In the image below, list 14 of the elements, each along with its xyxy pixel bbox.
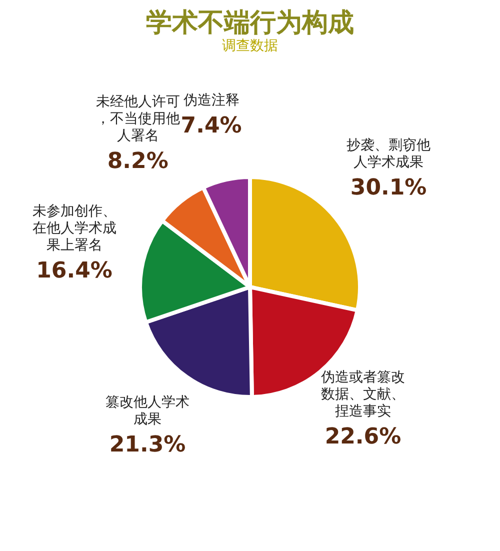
data-label: 30.1% bbox=[350, 175, 427, 200]
chart-title: 学术不端行为构成 bbox=[146, 8, 354, 38]
slice-label: 伪造或者篡改数据、文献、捏造事实 bbox=[320, 370, 405, 420]
data-label: 22.6% bbox=[324, 424, 402, 450]
slice-label: 抄袭、剽窃他人学术成果 bbox=[346, 137, 431, 170]
data-label: 7.4% bbox=[180, 113, 242, 138]
slice-label: 未参加创作、在他人学术成果上署名 bbox=[32, 204, 116, 254]
slice-label: 未经他人许可，不当使用他人署名 bbox=[96, 94, 180, 144]
data-label: 21.3% bbox=[109, 432, 186, 458]
data-label: 8.2% bbox=[107, 148, 168, 174]
slice-label: 伪造注释 bbox=[183, 92, 240, 108]
slice-label: 篡改他人学术成果 bbox=[106, 394, 190, 428]
data-label: 16.4% bbox=[36, 258, 112, 284]
chart-subtitle: 调查数据 bbox=[222, 38, 278, 54]
